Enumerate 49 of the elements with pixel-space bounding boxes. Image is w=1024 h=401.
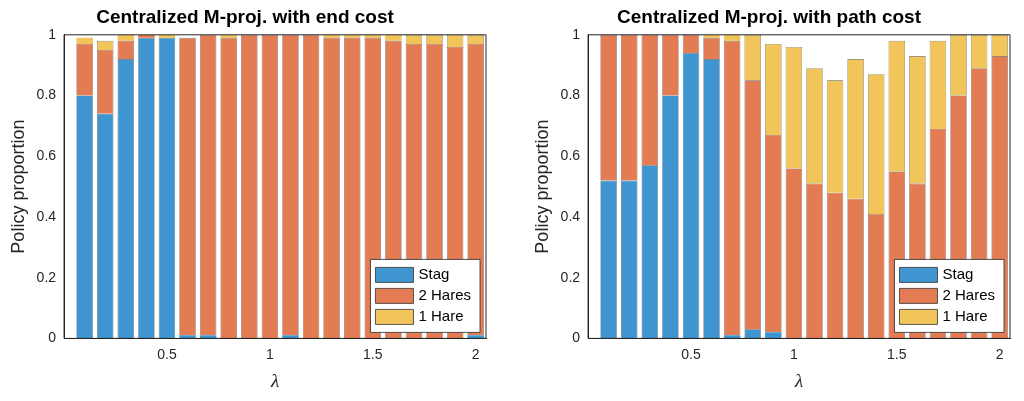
y-tick-label: 0.6 [36, 147, 57, 164]
y-axis-title: Policy proportion [531, 119, 552, 254]
x-tick-label: 0.5 [681, 345, 701, 362]
y-tick-label: 0.8 [560, 86, 581, 103]
y-tick-label: 0 [48, 329, 57, 346]
legend-label: 1 Hare [418, 307, 464, 325]
y-tick-label: 1 [48, 25, 57, 42]
chart-title: Centralized M-proj. with end cost [96, 5, 395, 27]
y-tick-label: 0.4 [560, 207, 581, 224]
bar [364, 34, 382, 38]
legend-label: 2 Hares [418, 286, 472, 304]
y-tick-label: 0.8 [36, 86, 57, 103]
bar [765, 332, 782, 339]
x-axis-title: λ [269, 369, 280, 391]
bar [138, 34, 155, 38]
bar [385, 34, 402, 41]
y-tick-label: 0.4 [36, 207, 57, 224]
legend-label: Stag [942, 265, 974, 283]
legend-label: Stag [418, 265, 450, 283]
bar [467, 335, 484, 339]
bar [199, 335, 217, 339]
bar [158, 34, 176, 38]
bar [282, 335, 299, 339]
legend-label: 1 Hare [942, 307, 988, 325]
bar [220, 34, 237, 38]
bar [76, 37, 93, 44]
x-tick-label: 1 [265, 345, 274, 362]
bar [723, 34, 741, 41]
chart-title: Centralized M-proj. with path cost [616, 5, 922, 27]
bar [323, 34, 340, 38]
y-tick-label: 0.2 [36, 268, 57, 285]
y-tick-label: 0.6 [560, 147, 581, 164]
x-tick-label: 2 [995, 345, 1004, 362]
x-tick-label: 1.5 [363, 345, 383, 362]
bar [343, 34, 361, 38]
y-tick-label: 0 [572, 329, 581, 346]
legend-label: 2 Hares [942, 286, 996, 304]
x-tick-label: 1.5 [887, 345, 907, 362]
x-axis-title: λ [793, 369, 804, 391]
bar [117, 34, 135, 41]
bar [703, 34, 720, 38]
y-tick-label: 0.2 [560, 268, 581, 285]
bar [723, 335, 741, 339]
bar [179, 335, 196, 339]
y-axis-title: Policy proportion [7, 119, 28, 254]
x-tick-label: 2 [471, 345, 480, 362]
x-tick-label: 0.5 [157, 345, 177, 362]
x-tick-label: 1 [789, 345, 798, 362]
y-tick-label: 1 [572, 25, 581, 42]
